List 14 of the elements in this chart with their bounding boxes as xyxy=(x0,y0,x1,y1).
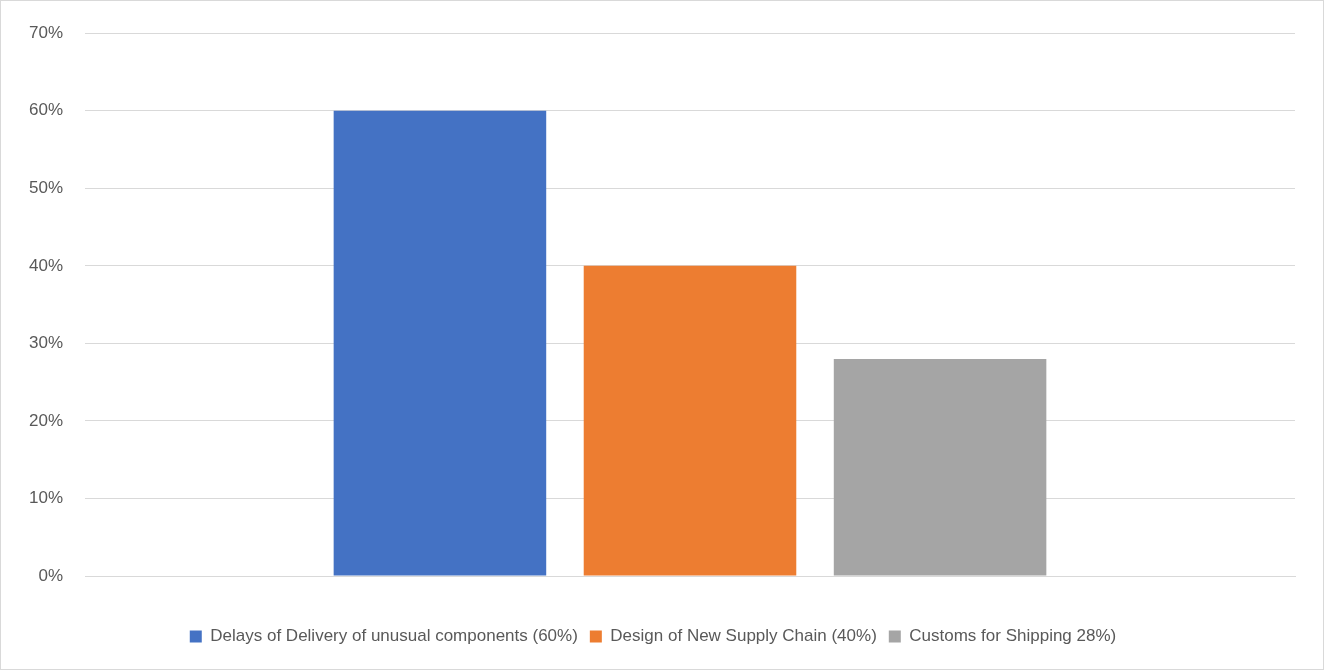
legend-label: Customs for Shipping 28%) xyxy=(909,626,1117,646)
bar xyxy=(333,110,547,576)
y-tick-label: 60% xyxy=(28,100,63,120)
bar xyxy=(583,265,797,576)
legend-label: Design of New Supply Chain (40%) xyxy=(610,626,877,646)
y-tick-label: 40% xyxy=(28,255,63,275)
y-tick-label: 30% xyxy=(28,333,63,353)
y-tick-label: 10% xyxy=(28,488,63,508)
y-tick-label: 0% xyxy=(38,565,63,585)
y-tick-label: 20% xyxy=(28,410,63,430)
y-tick-label: 70% xyxy=(28,22,63,42)
bar xyxy=(833,358,1047,576)
legend-label: Delays of Delivery of unusual components (60%) xyxy=(210,626,578,646)
y-tick-label: 50% xyxy=(28,177,63,197)
